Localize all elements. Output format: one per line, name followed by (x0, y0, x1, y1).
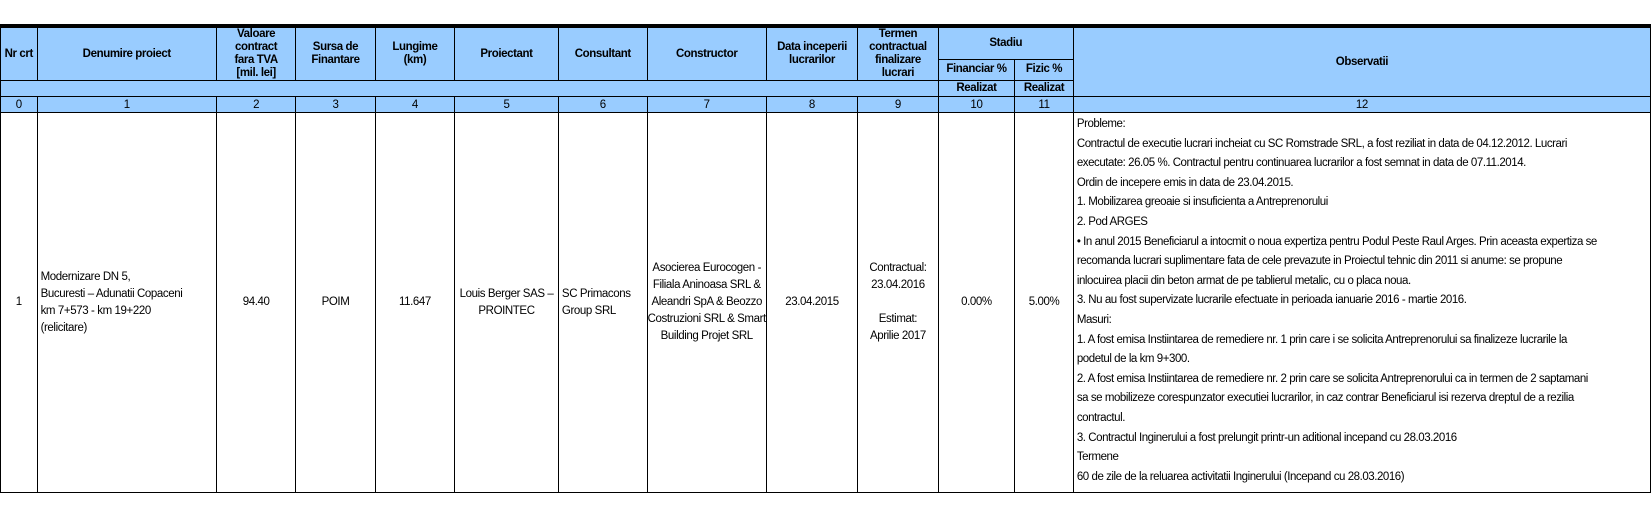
observatii-line: podetul de la km 9+300. (1076, 353, 1190, 366)
observatii-line: 2. A fost emisa Instiintarea de remedier… (1076, 372, 1588, 385)
denumire-line: (relicitare) (40, 321, 88, 334)
observatii-line: contractul. (1076, 411, 1126, 424)
column-number: 8 (765, 96, 859, 113)
termen-line: Aprilie 2017 (869, 330, 926, 342)
denumire-line: km 7+573 - km 19+220 (40, 304, 152, 317)
header-consultant: Consultant (557, 27, 648, 81)
column-number: 9 (857, 96, 939, 113)
column-number: 11 (1014, 96, 1074, 113)
cell-observatii: Probleme: Contractul de executie lucrari… (1072, 112, 1651, 493)
observatii-line: 3. Contractul Inginerului a fost prelung… (1076, 431, 1457, 444)
header-realizat-financiar: Realizat (937, 80, 1016, 97)
observatii-line: Contractul de executie lucrari incheiat … (1076, 137, 1568, 150)
header-data-inceperii: Data inceperii lucrarilor (765, 27, 859, 81)
top-border (0, 24, 1651, 27)
header-stadiu: Stadiu (937, 27, 1074, 60)
column-number: 10 (937, 96, 1016, 113)
header-fizic: Fizic % (1014, 58, 1074, 82)
header-termen-line: finalizare lucrari (875, 54, 921, 79)
observatii-line: Termene (1076, 451, 1119, 464)
cell-lungime: 11.647 (374, 112, 456, 493)
column-number: 0 (0, 96, 38, 113)
header-observatii: Observatii (1072, 27, 1651, 97)
header-constructor: Constructor (646, 27, 767, 81)
header-termen-contractual: Termen contractual finalizare lucrari (857, 27, 939, 81)
proiectant-line: PROINTEC (478, 304, 535, 317)
observatii-line: executate: 26.05 %. Contractul pentru co… (1076, 157, 1526, 170)
column-number: 7 (646, 96, 767, 113)
projects-table: Nr crt Denumire proiect Valoare contract… (0, 27, 1651, 493)
header-lungime-line: Lungime (392, 41, 438, 53)
termen-line: Contractual: (869, 262, 927, 274)
column-number: 3 (295, 96, 376, 113)
termen-line: 23.04.2016 (871, 279, 925, 291)
observatii-line: 3. Nu au fost supervizate lucrarile efec… (1076, 294, 1467, 307)
cell-data-inceperii: 23.04.2015 (765, 112, 859, 493)
observatii-line: Ordin de incepere emis in data de 23.04.… (1076, 176, 1294, 189)
column-number: 2 (215, 96, 297, 113)
cell-nr: 1 (0, 112, 38, 493)
cell-constructor: Asocierea Eurocogen - Filiala Aninoasa S… (646, 112, 767, 493)
observatii-line: inlocuirea placii din beton armat de pe … (1076, 274, 1411, 287)
cell-consultant: SC Primacons Group SRL (557, 112, 648, 493)
column-number: 5 (454, 96, 559, 113)
constructor-line: Building Projet SRL (660, 330, 754, 342)
consultant-line: SC Primacons (561, 287, 631, 300)
cell-valoare: 94.40 (215, 112, 297, 493)
observatii-line: 1. Mobilizarea greoaie si insuficienta a… (1076, 196, 1328, 209)
header-data-line: lucrarilor (789, 54, 835, 66)
observatii-line: Probleme: (1076, 118, 1126, 130)
column-number: 4 (374, 96, 456, 113)
observatii-line: sa se mobilizeze corespunzator executiei… (1076, 392, 1574, 405)
header-sursa-line: Finantare (311, 54, 360, 66)
header-valoare-line: [mil. lei] (236, 67, 276, 79)
cell-proiectant: Louis Berger SAS – PROINTEC (454, 112, 559, 493)
observatii-line: 60 de zile de la reluarea activitatii In… (1076, 470, 1405, 483)
termen-line: Estimat: (878, 313, 918, 325)
header-termen-line: contractual (869, 41, 927, 53)
header-sursa-line: Sursa de (312, 41, 359, 53)
column-number: 6 (557, 96, 648, 113)
denumire-line: Bucuresti – Adunatii Copaceni (40, 287, 183, 300)
cell-termen: Contractual: 23.04.2016 Estimat: Aprilie… (857, 112, 939, 493)
constructor-line: Filiala Aninoasa SRL & (652, 279, 761, 291)
termen-line (859, 294, 938, 311)
header-realizat-fizic: Realizat (1014, 80, 1074, 97)
table-row: 1 Modernizare DN 5, Bucuresti – Adunatii… (0, 112, 1651, 493)
constructor-line: Aleandri SpA & Beozzo (651, 296, 762, 308)
observatii-line: Masuri: (1076, 313, 1112, 326)
header-denumire-proiect: Denumire proiect (36, 27, 217, 81)
cell-financiar: 0.00% (937, 112, 1016, 493)
header-lungime: Lungime (km) (374, 27, 456, 81)
header-sursa-finantare: Sursa de Finantare (295, 27, 376, 81)
header-spacer (0, 80, 939, 97)
constructor-line: Costruzioni SRL & Smart (647, 313, 766, 325)
observatii-line: 1. A fost emisa Instiintarea de remedier… (1076, 333, 1568, 346)
header-proiectant: Proiectant (454, 27, 559, 81)
column-number: 12 (1072, 96, 1651, 113)
header-financiar: Financiar % (937, 58, 1016, 82)
consultant-line: Group SRL (561, 304, 616, 317)
header-valoare-line: Valoare contract (235, 28, 278, 54)
observatii-line: recomanda lucrari suplimentare fata de c… (1076, 255, 1563, 268)
cell-sursa: POIM (295, 112, 376, 493)
constructor-line: Asocierea Eurocogen - (652, 262, 762, 274)
denumire-line: Modernizare DN 5, (40, 270, 131, 283)
column-number: 1 (36, 96, 217, 113)
header-valoare-line: fara TVA (234, 54, 278, 66)
header-termen-line: Termen (878, 28, 918, 41)
column-number-row: 0 1 2 3 4 5 6 7 8 9 10 11 12 (0, 96, 1651, 113)
header-nr-crt: Nr crt (0, 27, 38, 81)
observatii-line: 2. Pod ARGES (1076, 215, 1148, 228)
proiectant-line: Louis Berger SAS – (459, 287, 554, 300)
header-data-line: Data inceperii (777, 41, 847, 53)
header-valoare-contract: Valoare contract fara TVA [mil. lei] (215, 27, 297, 81)
cell-denumire: Modernizare DN 5, Bucuresti – Adunatii C… (36, 112, 217, 493)
observatii-line: • In anul 2015 Beneficiarul a intocmit o… (1076, 235, 1597, 248)
header-lungime-line: (km) (403, 54, 427, 66)
cell-fizic: 5.00% (1014, 112, 1074, 493)
